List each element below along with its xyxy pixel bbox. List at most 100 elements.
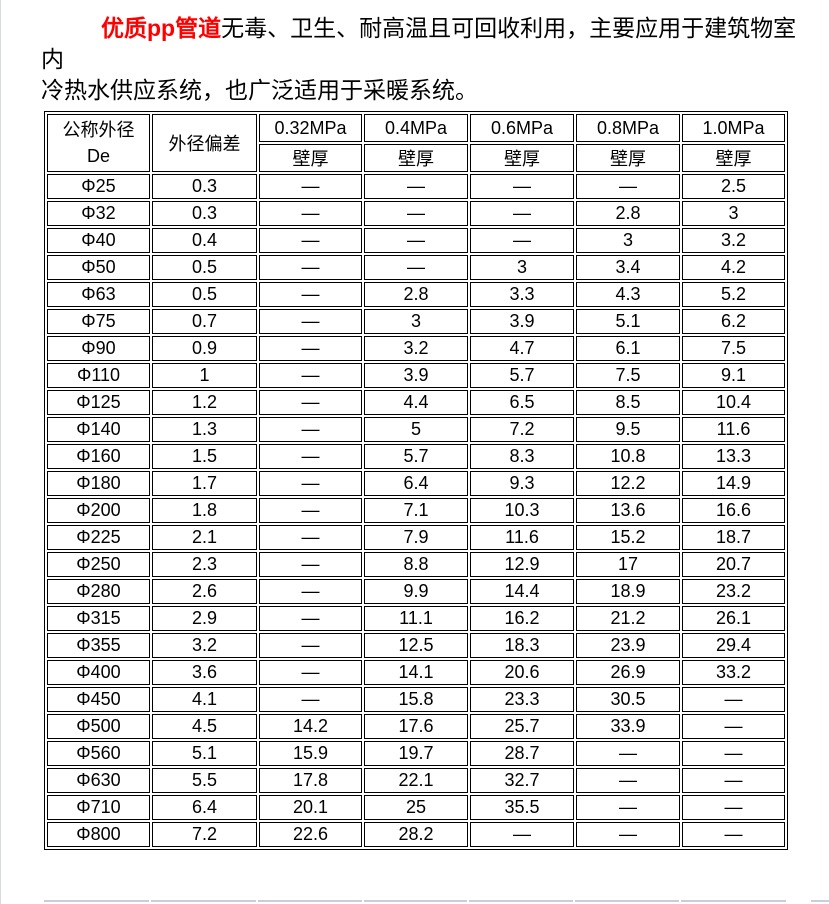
wall-cell-06mpa: 3.3 (470, 282, 574, 307)
deviation-cell: 3.6 (152, 660, 257, 685)
wall-cell-04mpa: — (364, 228, 468, 253)
diameter-cell: Φ50 (47, 255, 150, 280)
wall-cell-06mpa: 28.7 (470, 741, 574, 766)
wall-cell-04mpa: 9.9 (364, 579, 468, 604)
deviation-cell: 1.5 (152, 444, 257, 469)
spec-table-row: Φ32 0.3 — — — 2.8 3 (47, 201, 785, 226)
wall-cell-032mpa: — (259, 228, 362, 253)
wall-cell-06mpa: — (470, 822, 574, 847)
wall-cell-04mpa: 28.2 (364, 822, 468, 847)
deviation-cell: 2.3 (152, 552, 257, 577)
wall-cell-032mpa: — (259, 201, 362, 226)
wall-cell-10mpa: 3.2 (682, 228, 785, 253)
wall-cell-04mpa: 4.4 (364, 390, 468, 415)
deviation-cell: 0.9 (152, 336, 257, 361)
wall-cell-04mpa: 3.2 (364, 336, 468, 361)
spec-table-row: Φ710 6.4 20.1 25 35.5 — — (47, 795, 785, 820)
diameter-cell: Φ560 (47, 741, 150, 766)
wall-cell-06mpa: 32.7 (470, 768, 574, 793)
wall-cell-04mpa: 6.4 (364, 471, 468, 496)
spec-table-body: Φ25 0.3 — — — — 2.5 Φ32 0.3 — — — 2.8 3 … (47, 174, 785, 847)
wall-cell-032mpa: — (259, 282, 362, 307)
diameter-cell: Φ160 (47, 444, 150, 469)
spec-table-row: Φ400 3.6 — 14.1 20.6 26.9 33.2 (47, 660, 785, 685)
deviation-cell: 0.5 (152, 282, 257, 307)
spec-table-row: Φ200 1.8 — 7.1 10.3 13.6 16.6 (47, 498, 785, 523)
diameter-cell: Φ225 (47, 525, 150, 550)
header-wall-thickness: 壁厚 (576, 144, 680, 172)
diameter-cell: Φ280 (47, 579, 150, 604)
wall-cell-08mpa: 33.9 (576, 714, 680, 739)
diameter-cell: Φ355 (47, 633, 150, 658)
diameter-cell: Φ450 (47, 687, 150, 712)
spec-table-row: Φ160 1.5 — 5.7 8.3 10.8 13.3 (47, 444, 785, 469)
wall-cell-04mpa: 11.1 (364, 606, 468, 631)
diameter-cell: Φ315 (47, 606, 150, 631)
wall-cell-032mpa: — (259, 660, 362, 685)
spec-table-row: Φ225 2.1 — 7.9 11.6 15.2 18.7 (47, 525, 785, 550)
wall-cell-06mpa: 14.4 (470, 579, 574, 604)
intro-highlight: 优质pp管道 (101, 15, 222, 41)
next-table-cell-edge (151, 900, 256, 902)
wall-cell-08mpa: — (576, 795, 680, 820)
wall-cell-10mpa: 4.2 (682, 255, 785, 280)
wall-cell-10mpa: 20.7 (682, 552, 785, 577)
wall-cell-04mpa: 7.9 (364, 525, 468, 550)
wall-cell-08mpa: 18.9 (576, 579, 680, 604)
diameter-cell: Φ40 (47, 228, 150, 253)
wall-cell-06mpa: 7.2 (470, 417, 574, 442)
wall-cell-10mpa: 5.2 (682, 282, 785, 307)
deviation-cell: 1.8 (152, 498, 257, 523)
header-deviation: 外径偏差 (152, 114, 257, 172)
wall-cell-04mpa: 2.8 (364, 282, 468, 307)
wall-cell-10mpa: — (682, 822, 785, 847)
wall-cell-08mpa: 21.2 (576, 606, 680, 631)
next-table-cell-edge (575, 900, 679, 902)
diameter-cell: Φ75 (47, 309, 150, 334)
wall-cell-10mpa: — (682, 714, 785, 739)
wall-cell-04mpa: — (364, 174, 468, 199)
wall-cell-08mpa: 6.1 (576, 336, 680, 361)
wall-cell-032mpa: — (259, 525, 362, 550)
wall-cell-06mpa: 12.9 (470, 552, 574, 577)
deviation-cell: 2.6 (152, 579, 257, 604)
wall-cell-08mpa: 17 (576, 552, 680, 577)
wall-cell-06mpa: — (470, 228, 574, 253)
wall-cell-10mpa: 14.9 (682, 471, 785, 496)
wall-cell-04mpa: 15.8 (364, 687, 468, 712)
spec-table-row: Φ63 0.5 — 2.8 3.3 4.3 5.2 (47, 282, 785, 307)
wall-cell-08mpa: 4.3 (576, 282, 680, 307)
wall-cell-08mpa: — (576, 768, 680, 793)
spec-table-row: Φ125 1.2 — 4.4 6.5 8.5 10.4 (47, 390, 785, 415)
wall-cell-08mpa: — (576, 174, 680, 199)
diameter-cell: Φ32 (47, 201, 150, 226)
spec-table-row: Φ315 2.9 — 11.1 16.2 21.2 26.1 (47, 606, 785, 631)
header-pressure-08mpa: 0.8MPa (576, 114, 680, 142)
wall-cell-06mpa: 35.5 (470, 795, 574, 820)
diameter-cell: Φ710 (47, 795, 150, 820)
wall-cell-04mpa: 5.7 (364, 444, 468, 469)
wall-cell-08mpa: — (576, 822, 680, 847)
diameter-cell: Φ25 (47, 174, 150, 199)
spec-table-row: Φ630 5.5 17.8 22.1 32.7 — — (47, 768, 785, 793)
spec-table-row: Φ140 1.3 — 5 7.2 9.5 11.6 (47, 417, 785, 442)
diameter-cell: Φ110 (47, 363, 150, 388)
wall-cell-04mpa: 12.5 (364, 633, 468, 658)
header-nominal-diameter-line2: De (86, 146, 110, 166)
deviation-cell: 1.7 (152, 471, 257, 496)
deviation-cell: 7.2 (152, 822, 257, 847)
wall-cell-032mpa: — (259, 606, 362, 631)
deviation-cell: 6.4 (152, 795, 257, 820)
wall-cell-10mpa: 18.7 (682, 525, 785, 550)
deviation-cell: 0.3 (152, 174, 257, 199)
next-table-cell-edge (258, 900, 362, 902)
wall-cell-06mpa: 8.3 (470, 444, 574, 469)
wall-cell-08mpa: 2.8 (576, 201, 680, 226)
deviation-cell: 4.1 (152, 687, 257, 712)
next-table-cell-edge (44, 900, 149, 902)
diameter-cell: Φ125 (47, 390, 150, 415)
header-pressure-04mpa: 0.4MPa (364, 114, 468, 142)
header-wall-thickness: 壁厚 (259, 144, 362, 172)
deviation-cell: 0.7 (152, 309, 257, 334)
